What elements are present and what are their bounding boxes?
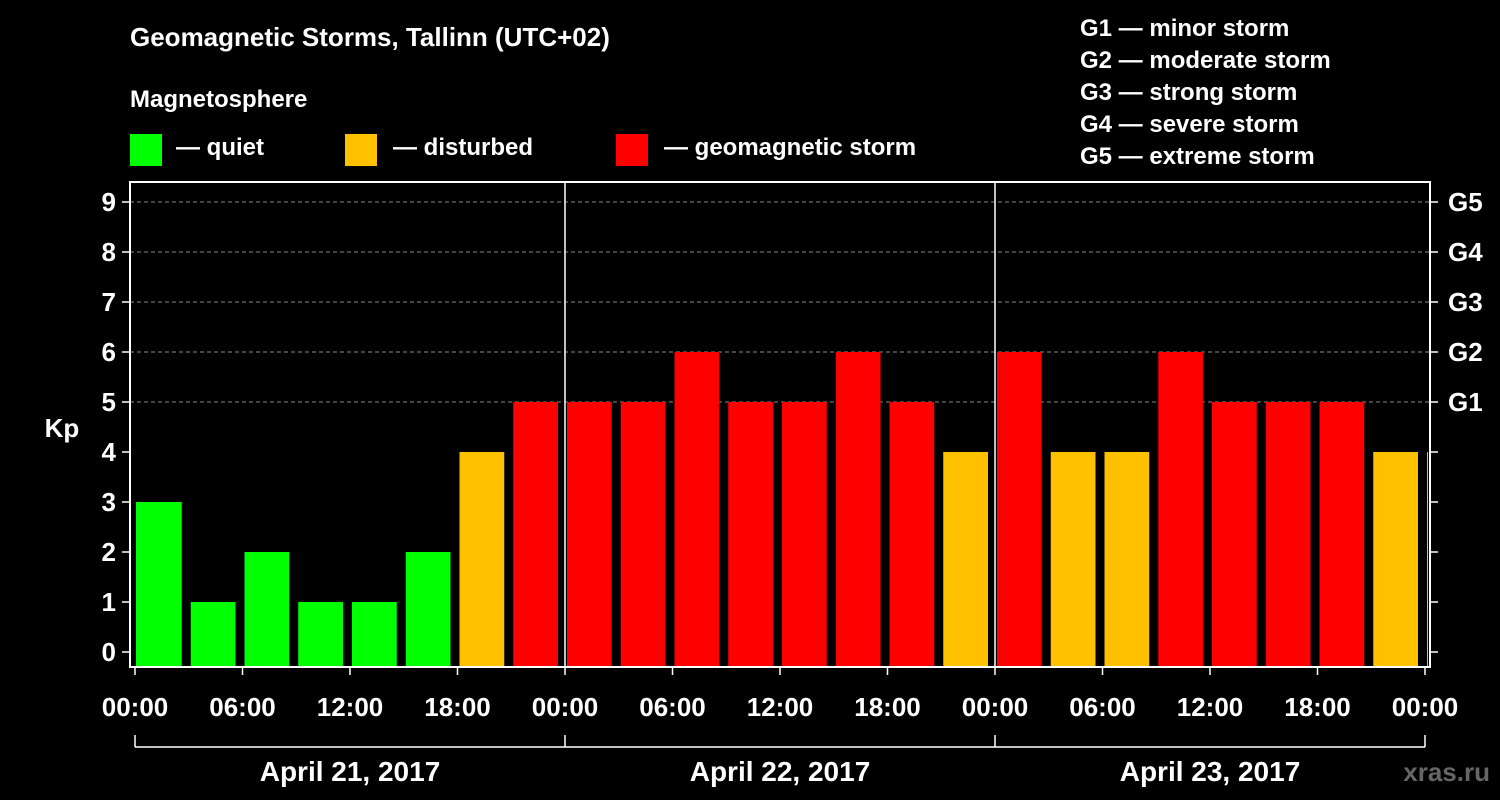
x-tick-label: 18:00 xyxy=(1284,692,1351,722)
y-tick-label: 4 xyxy=(102,437,117,467)
legend-label-disturbed: — disturbed xyxy=(393,134,534,161)
legend-swatch-disturbed xyxy=(345,134,377,166)
chart-subtitle: Magnetosphere xyxy=(130,86,308,113)
y-tick-label: 5 xyxy=(102,387,116,417)
watermark: xras.ru xyxy=(1403,757,1490,787)
kp-bar xyxy=(889,402,935,667)
kp-bar xyxy=(1212,402,1257,667)
x-tick-label: 00:00 xyxy=(532,692,599,722)
y-tick-label: 2 xyxy=(102,537,116,567)
storm-level-label-g3: G3 xyxy=(1448,287,1483,317)
kp-bar xyxy=(1373,452,1418,667)
storm-level-label-g4: G4 xyxy=(1448,237,1483,267)
kp-bar xyxy=(1427,452,1428,667)
storm-legend-g2: G2 — moderate storm xyxy=(1080,47,1331,74)
kp-bar xyxy=(513,402,558,667)
y-tick-label: 7 xyxy=(102,287,116,317)
y-tick-label: 6 xyxy=(102,337,116,367)
x-tick-label: 12:00 xyxy=(1177,692,1244,722)
kp-bar xyxy=(674,352,720,667)
kp-bar xyxy=(1265,402,1311,667)
legend-swatch-storm xyxy=(616,134,648,166)
kp-bar xyxy=(620,402,666,667)
x-tick-label: 12:00 xyxy=(317,692,384,722)
kp-bar xyxy=(782,402,827,667)
kp-bar xyxy=(136,502,182,667)
kp-bar xyxy=(459,452,505,667)
y-tick-label: 8 xyxy=(102,237,116,267)
x-tick-label: 00:00 xyxy=(102,692,169,722)
kp-bar xyxy=(352,602,397,667)
kp-bar xyxy=(1158,352,1203,667)
x-tick-label: 06:00 xyxy=(209,692,276,722)
y-axis-label: Kp xyxy=(45,413,80,443)
x-tick-label: 00:00 xyxy=(1392,692,1459,722)
x-tick-label: 00:00 xyxy=(962,692,1029,722)
x-tick-label: 18:00 xyxy=(854,692,921,722)
x-tick-label: 06:00 xyxy=(639,692,706,722)
kp-bar xyxy=(835,352,881,667)
storm-legend-g3: G3 — strong storm xyxy=(1080,79,1298,106)
storm-legend-g5: G5 — extreme storm xyxy=(1080,143,1315,170)
day-label: April 21, 2017 xyxy=(260,756,441,787)
y-tick-label: 1 xyxy=(102,587,116,617)
kp-bar xyxy=(997,352,1042,667)
y-tick-label: 0 xyxy=(102,637,116,667)
legend-swatch-quiet xyxy=(130,134,162,166)
legend-label-quiet: — quiet xyxy=(176,134,264,161)
x-tick-label: 18:00 xyxy=(424,692,491,722)
y-tick-label: 9 xyxy=(102,187,116,217)
kp-bar xyxy=(728,402,773,667)
day-label: April 22, 2017 xyxy=(690,756,871,787)
kp-bar xyxy=(1104,452,1150,667)
kp-bar xyxy=(405,552,451,667)
storm-level-label-g5: G5 xyxy=(1448,187,1483,217)
x-tick-label: 06:00 xyxy=(1069,692,1136,722)
kp-bar xyxy=(298,602,343,667)
storm-legend-g4: G4 — severe storm xyxy=(1080,111,1299,138)
kp-bar xyxy=(567,402,612,667)
kp-bar xyxy=(943,452,988,667)
day-label: April 23, 2017 xyxy=(1120,756,1301,787)
kp-bar xyxy=(1319,402,1365,667)
storm-level-label-g2: G2 xyxy=(1448,337,1483,367)
y-tick-label: 3 xyxy=(102,487,116,517)
storm-level-label-g1: G1 xyxy=(1448,387,1483,417)
kp-bar xyxy=(190,602,236,667)
storm-legend-g1: G1 — minor storm xyxy=(1080,15,1290,42)
chart-title: Geomagnetic Storms, Tallinn (UTC+02) xyxy=(130,22,610,52)
x-tick-label: 12:00 xyxy=(747,692,814,722)
kp-bar xyxy=(244,552,290,667)
kp-bar xyxy=(1050,452,1096,667)
legend-label-storm: — geomagnetic storm xyxy=(664,134,917,161)
